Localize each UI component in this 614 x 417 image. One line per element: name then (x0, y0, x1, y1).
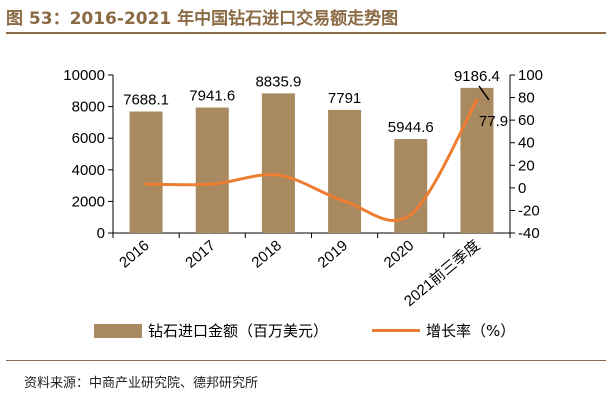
x-tick-label: 2020 (381, 237, 417, 271)
bar (261, 93, 295, 233)
x-tick-label: 2019 (315, 237, 351, 271)
source-rule (6, 360, 606, 361)
y-left-tick-label: 6000 (72, 130, 105, 147)
bar (460, 87, 494, 233)
legend-swatch-bar (94, 323, 142, 338)
x-tick-label: 2016 (116, 237, 152, 271)
line-series (144, 98, 479, 222)
bar-series (129, 87, 494, 233)
y-right-tick-label: -20 (518, 202, 540, 219)
y-right-tick-label: 80 (518, 90, 535, 107)
title-rule (6, 32, 606, 34)
y-right-tick-label: 100 (518, 67, 543, 84)
x-tick-label: 2017 (182, 237, 218, 271)
y-right-tick-label: 40 (518, 135, 535, 152)
line-label-leader (478, 85, 490, 101)
y-left-tick-label: 4000 (72, 162, 105, 179)
chart: 0 2000 4000 6000 8000 10000 -40 -20 0 20 40 60 80 100… (63, 67, 543, 310)
legend-item-line: 增长率（%） (372, 320, 515, 341)
y-left-tick-label: 10000 (63, 67, 105, 84)
y-right-tick-label: -40 (518, 225, 540, 242)
legend-label-line: 增长率（%） (426, 322, 516, 340)
bar (195, 107, 229, 233)
bar-value-label: 5944.6 (388, 119, 434, 136)
y-right-tick-label: 20 (518, 157, 535, 174)
line-value-label: 77.9 (479, 113, 508, 130)
bar-value-label: 7941.6 (189, 88, 235, 105)
growth-line (144, 98, 479, 222)
data-labels: 7688.1 7941.6 8835.9 7791 5944.6 9186.4 77.9 (123, 68, 508, 136)
legend-label-bar: 钻石进口金额（百万美元） (148, 322, 329, 340)
bar-value-label: 9186.4 (454, 68, 500, 85)
y-right-tick-label: 0 (518, 180, 526, 197)
bar (129, 111, 163, 233)
bar-value-label: 8835.9 (255, 73, 301, 90)
source-note: 资料来源：中商产业研究院、德邦研究所 (24, 376, 259, 391)
y-right-tick-label: 60 (518, 112, 535, 129)
figure-title: 图 53：2016-2021 年中国钻石进口交易额走势图 (6, 9, 399, 29)
bar (394, 139, 428, 233)
bar-value-label: 7688.1 (123, 92, 169, 109)
y-left-tick-label: 2000 (72, 193, 105, 210)
legend-item-bar: 钻石进口金额（百万美元） (94, 320, 328, 341)
y-left-tick-label: 0 (97, 225, 105, 242)
legend-swatch-line (372, 329, 420, 332)
x-tick-label: 2018 (248, 237, 284, 271)
bar (328, 109, 362, 233)
bar-value-label: 7791 (328, 90, 361, 107)
y-left-tick-label: 8000 (72, 99, 105, 116)
legend: 钻石进口金额（百万美元） 增长率（%） (0, 320, 614, 340)
